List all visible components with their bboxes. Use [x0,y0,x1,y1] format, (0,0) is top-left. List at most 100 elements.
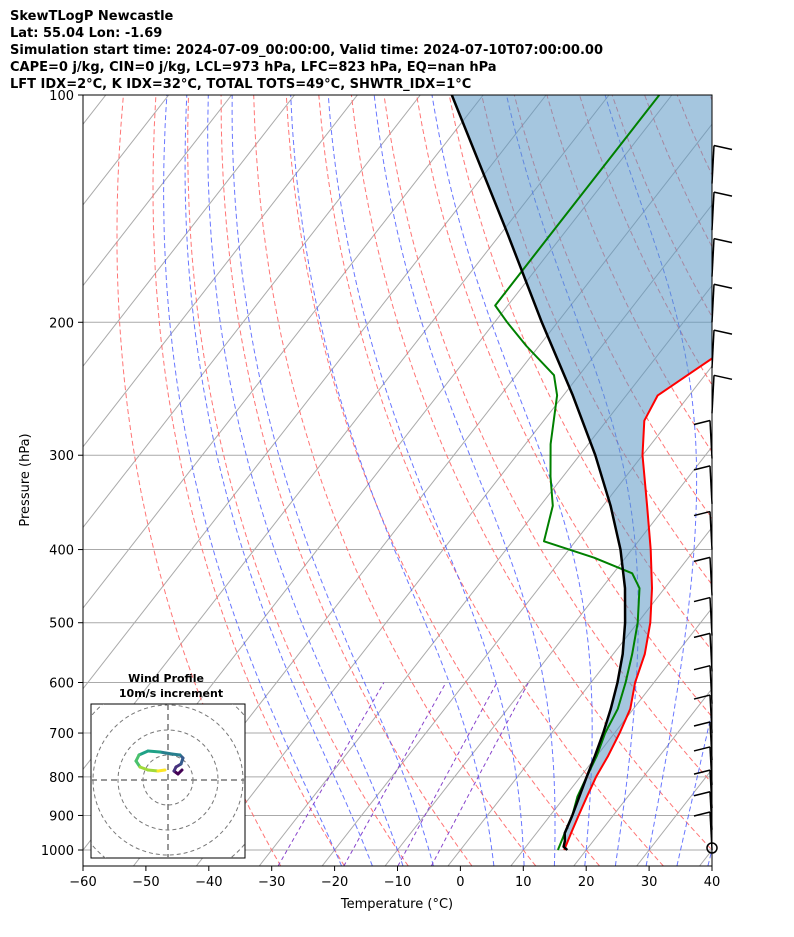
x-axis-label: Temperature (°C) [340,897,453,912]
y-tick-label: 900 [49,809,74,824]
x-tick-label: −20 [321,875,348,890]
location-line: Lat: 55.04 Lon: -1.69 [10,26,163,41]
wind-barb-flag [693,721,711,727]
background-lines [83,95,794,866]
y-tick-label: 800 [49,771,74,786]
wind-barb-staff [711,238,715,277]
hodograph-title: Wind Profile [128,672,204,685]
hodograph-subtitle: 10m/s increment [119,687,223,700]
wind-barb-flag [693,664,711,671]
wind-barb-flag [693,746,711,752]
wind-barb-staff [709,746,713,785]
x-tick-label: −50 [132,875,159,890]
wind-barb-flag [713,283,733,290]
calm-wind-circle [706,842,718,854]
wind-barb-flag [693,790,711,797]
dry-adiabat [742,95,794,866]
x-tick-label: 0 [456,875,464,890]
wind-barb-flag [713,329,733,335]
isotherm-line [447,526,712,866]
wind-barb-staff [709,770,713,809]
isotherm-line [573,687,712,866]
moist-adiabat [231,95,434,866]
isotherm-line [83,95,547,690]
wind-barb-staff [711,330,715,369]
wind-barb-staff [709,465,713,504]
y-tick-label: 500 [49,617,74,632]
isotherm-line [83,95,232,287]
dry-adiabat [220,95,473,866]
temperature-line [563,357,712,851]
chart-title: SkewTLogP Newcastle [10,9,174,24]
y-tick-label: 600 [49,677,74,692]
wind-barb-staff [709,721,713,761]
mixing-ratio-line [397,682,498,866]
wind-barb-flag [713,191,733,197]
wind-barb-flag [713,374,733,381]
moist-adiabat [163,95,343,866]
time-line: Simulation start time: 2024-07-09_00:00:… [10,43,603,58]
wind-barb-flag [693,465,711,471]
y-tick-label: 400 [49,544,74,559]
moist-adiabat [327,95,525,866]
dry-adiabat [187,95,409,866]
dry-adiabat [383,95,712,784]
isotherm-line [83,95,295,367]
wind-barb-staff [709,597,713,636]
moist-adiabat [707,847,712,866]
hodograph-inset [90,703,246,859]
wind-barb-flag [713,237,733,244]
isotherm-line [83,95,421,529]
dry-adiabat [350,95,712,851]
wind-barb-staff [709,695,713,734]
hodograph-trace-segment [146,768,160,773]
dry-adiabat [775,95,794,866]
parcel-shading [451,95,712,850]
wind-barb-flag [693,556,711,563]
dry-adiabat [318,95,664,866]
wind-barb-staff [711,145,715,184]
y-tick-label: 700 [49,727,74,742]
moist-adiabat [290,95,495,866]
y-tick-label: 100 [49,89,74,104]
dry-adiabat [116,95,282,866]
hodograph-trace-segment [146,749,162,754]
cape-line: CAPE=0 j/kg, CIN=0 j/kg, LCL=973 hPa, LF… [10,60,497,75]
mixing-ratio-line [343,682,447,866]
wind-barb-flag [693,596,711,603]
wind-barb-staff [709,420,713,459]
mixing-ratio-line [430,682,529,866]
isotherm-line [83,95,107,126]
wind-barb-staff [711,284,715,323]
wind-barb-staff [711,192,715,231]
y-tick-label: 200 [49,316,74,331]
axes: −60 −50 −40 −30 −20 −10 0 10 20 30 40 100 200 300 400 5… [41,89,720,890]
profiles [450,95,712,851]
y-tick-label: 300 [49,449,74,464]
y-tick-label: 1000 [41,844,74,859]
isotherm-line [83,95,484,609]
x-tick-label: 40 [704,875,721,890]
x-tick-label: −60 [69,875,96,890]
wind-barb-staff [709,791,713,830]
index-line: LFT IDX=2°C, K IDX=32°C, TOTAL TOTS=49°C… [10,77,472,92]
hodograph-trace-segment [158,750,174,756]
dry-adiabat [253,95,537,866]
dry-adiabat [416,95,712,718]
hodograph-plot [91,704,245,858]
x-tick-label: −40 [195,875,222,890]
wind-barb-flag [693,419,711,426]
wind-barb-staff [709,665,713,704]
x-tick-label: 20 [578,875,595,890]
wind-barb-staff [709,557,713,596]
x-tick-label: −30 [258,875,285,890]
wind-barb-staff [709,511,713,550]
wind-barbs [693,144,733,854]
hodograph-trace-segment [156,768,167,773]
wind-barb-flag [693,694,711,700]
moist-adiabat [184,95,373,866]
x-tick-label: −10 [384,875,411,890]
wind-barb-flag [693,811,711,817]
parcel-line [450,95,627,851]
